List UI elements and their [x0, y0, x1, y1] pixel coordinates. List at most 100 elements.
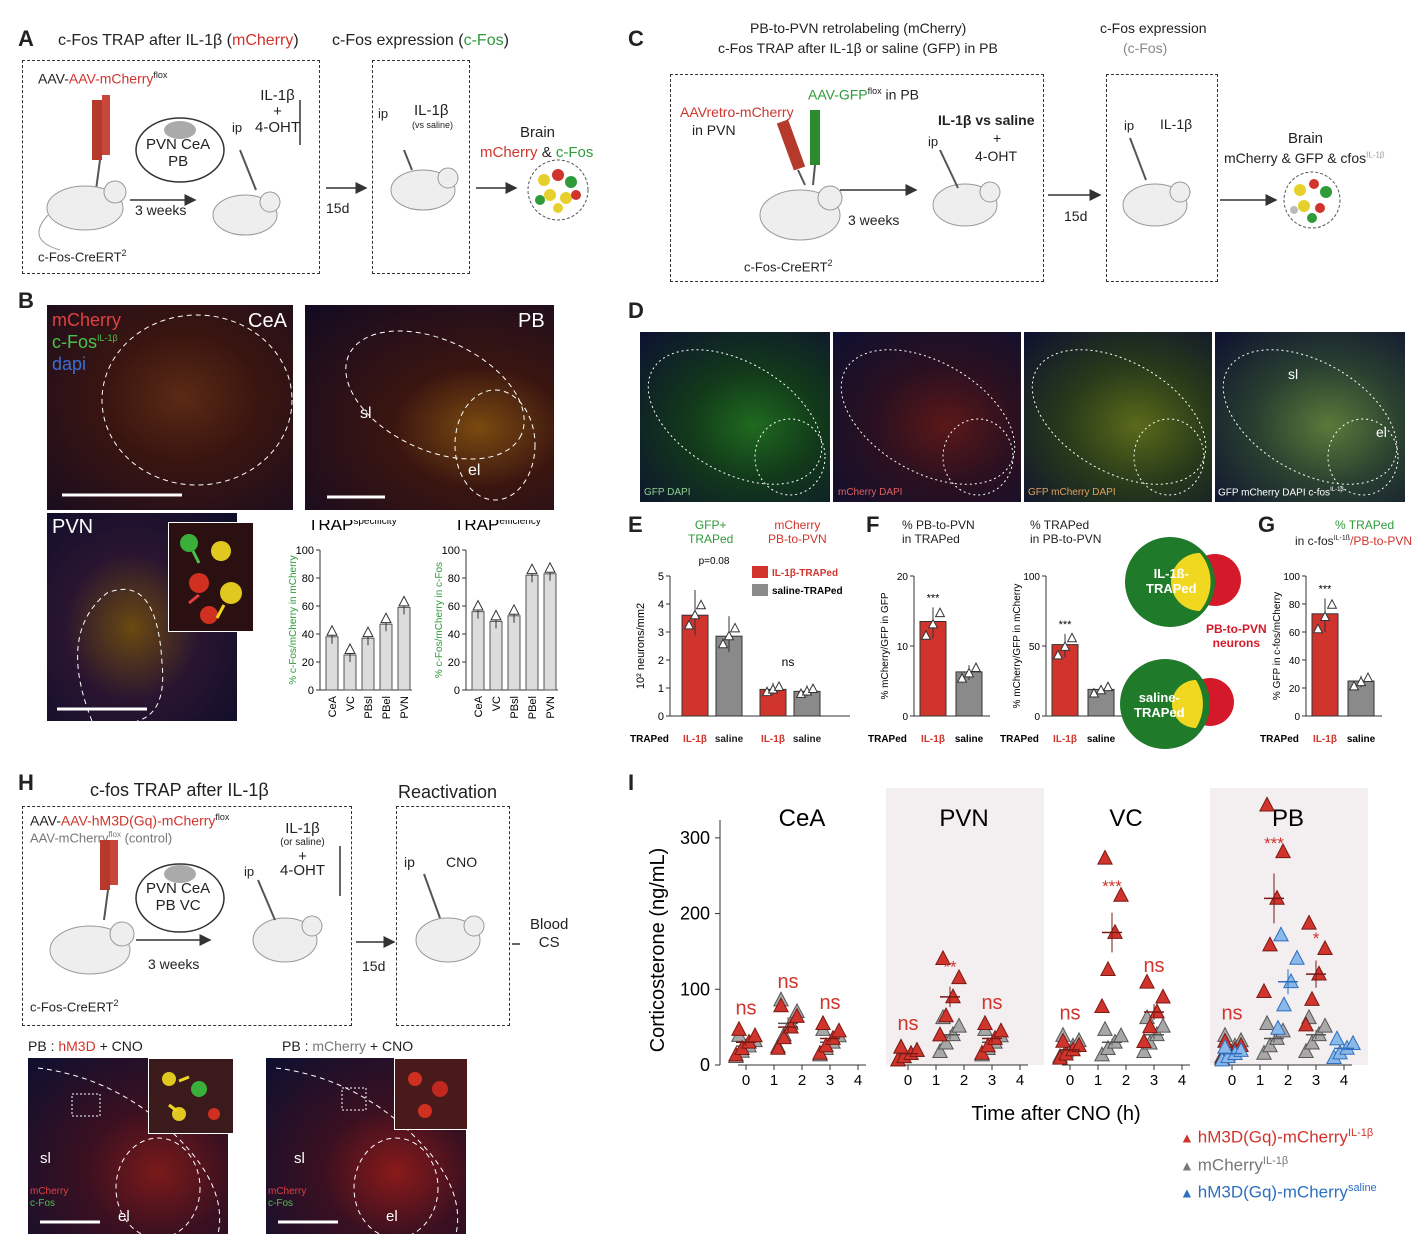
mouse-icon [415, 915, 485, 963]
data-point [544, 561, 556, 573]
region-title: VC [1109, 805, 1142, 832]
significance-label: * [1313, 929, 1320, 948]
y-tick-label: 100 [1283, 572, 1300, 583]
data-point [1298, 1042, 1314, 1059]
y-axis-label: 10² neurons/mm2 [635, 603, 647, 689]
f-venn-l2: TRAPed [1146, 581, 1197, 596]
f-venn-l4: TRAPed [1134, 705, 1185, 720]
h-virus1-sup: flox [215, 812, 230, 822]
x-tick-label: saline [793, 734, 822, 745]
a-title-expr: c-Fos expression (c-Fos) [332, 32, 509, 49]
data-point [935, 949, 951, 966]
data-point [1107, 923, 1123, 939]
d-caption-2: mCherry DAPI [838, 487, 903, 498]
data-point [987, 1029, 1003, 1045]
a-days: 15d [326, 200, 350, 216]
c-mouse-line-text: c-Fos-CreERT [744, 259, 828, 275]
significance-label: *** [1264, 834, 1284, 853]
c-gfp: AAV-GFPflox in PB [808, 86, 919, 103]
x-tick-label: IL-1β [921, 734, 945, 745]
b-legend-cfos-sup: IL-1β [97, 333, 118, 343]
data-point [1059, 640, 1071, 651]
a-treat-3: 4-OHT [255, 119, 300, 136]
c-brain: Brain [1288, 130, 1324, 147]
d-caption-4-text: GFP mCherry DAPI c-fos [1218, 487, 1331, 499]
a-mouse-line-text: c-Fos-CreERT [38, 249, 122, 265]
y-axis-label: % mCherry/GFP in mCherry [1012, 584, 1023, 709]
a-treat: IL-1β +4-OHT [255, 88, 300, 136]
b-label-pb: PB [518, 310, 545, 332]
legend-label: IL-1β-TRAPed [772, 568, 838, 579]
h-label-el-1: el [118, 1208, 130, 1225]
f-head2-1: % TRAPed [1030, 518, 1090, 532]
data-point [1136, 1032, 1152, 1049]
d-micro-gfp [640, 332, 830, 502]
a-brain-red: mCherry [480, 144, 538, 161]
h-mouse-line-sup: 2 [113, 998, 119, 1008]
data-point [945, 1025, 961, 1042]
b-eff-chart: 0 20 40 60 80 100 CeA VC PBsl PBel PVN TRAPefficien… [434, 520, 558, 719]
data-point [472, 599, 484, 611]
e-chart: 0 1 2 3 4 5 p=0.08 ns IL-1β-TRAPed saline-TRAPed T… [630, 556, 850, 745]
bar [379, 623, 393, 691]
b-label-cea: CeA [248, 310, 287, 332]
panel-label-a: A [18, 26, 34, 51]
syringe-icon [939, 149, 959, 189]
y-tick-label: 20 [448, 657, 460, 669]
data-point [812, 1044, 828, 1060]
h-blood-1: Blood [530, 916, 569, 933]
y-tick-label: 40 [448, 629, 460, 641]
significance-label: ns [897, 1013, 918, 1035]
h-title2: Reactivation [398, 782, 498, 802]
a-mouse-line: c-Fos-CreERT2 [38, 248, 127, 264]
x-tick-label: 0 [904, 1072, 912, 1089]
x-tick-label: 1 [1256, 1072, 1264, 1089]
data-point [1345, 1034, 1361, 1051]
data-point [1311, 965, 1327, 981]
g-chart: 0 20 40 60 80 100 *** TRAPed IL-1β saline % GFP in… [1260, 572, 1382, 745]
data-point [1317, 1017, 1333, 1033]
h-micro-legend-1: mCherry [30, 1186, 69, 1197]
data-point [977, 1014, 993, 1031]
x-tick-label: IL-1β [1053, 734, 1077, 745]
a-virus-text: AAV-mCherry [68, 70, 154, 87]
x-tick-label: PBel [527, 696, 539, 719]
legend-label: mCherry [1197, 1155, 1263, 1175]
c-schematic [759, 110, 1341, 241]
d-caption-4-sup: IL-1β [1330, 487, 1344, 493]
syringe-icon [100, 840, 118, 921]
data-point [526, 563, 538, 575]
data-point [951, 1017, 967, 1033]
data-point [783, 1018, 799, 1034]
data-point [974, 1044, 990, 1060]
bar [325, 636, 339, 691]
b-micro-cea [47, 305, 293, 510]
data-point [789, 1007, 805, 1023]
significance-label: *** [1319, 583, 1333, 595]
data-point [831, 1022, 847, 1038]
x-row-label: TRAPed [1000, 734, 1039, 745]
data-point [932, 1026, 948, 1042]
a-brain-amp: & [541, 144, 552, 161]
region-shading [886, 788, 1044, 1065]
c-ip-2: ip [1124, 118, 1135, 133]
h-ip: ip [244, 864, 255, 879]
x-tick-label: 3 [826, 1072, 834, 1089]
d-micro-merge [1024, 332, 1212, 502]
h-label-sl-1: sl [40, 1150, 51, 1167]
panel-label-e: E [628, 512, 643, 537]
panel-label-c: C [628, 26, 644, 51]
significance-label: ns [1143, 955, 1164, 977]
h-micro1-title: PB : hM3D + CNO [28, 1038, 143, 1054]
c-treat3: 4-OHT [975, 148, 1017, 164]
data-point [1289, 949, 1305, 965]
y-tick-label: 60 [448, 601, 460, 613]
data-point [1097, 1020, 1113, 1036]
mouse-icon [38, 180, 127, 251]
bar [471, 611, 485, 691]
x-tick-label: 4 [1178, 1072, 1186, 1089]
f-chart-1: 0 10 20 *** TRAPed IL-1β saline % mCherry/GFP i… [868, 572, 990, 745]
d-micro-cfos [1215, 332, 1405, 502]
a-region-2: PB [168, 153, 189, 170]
